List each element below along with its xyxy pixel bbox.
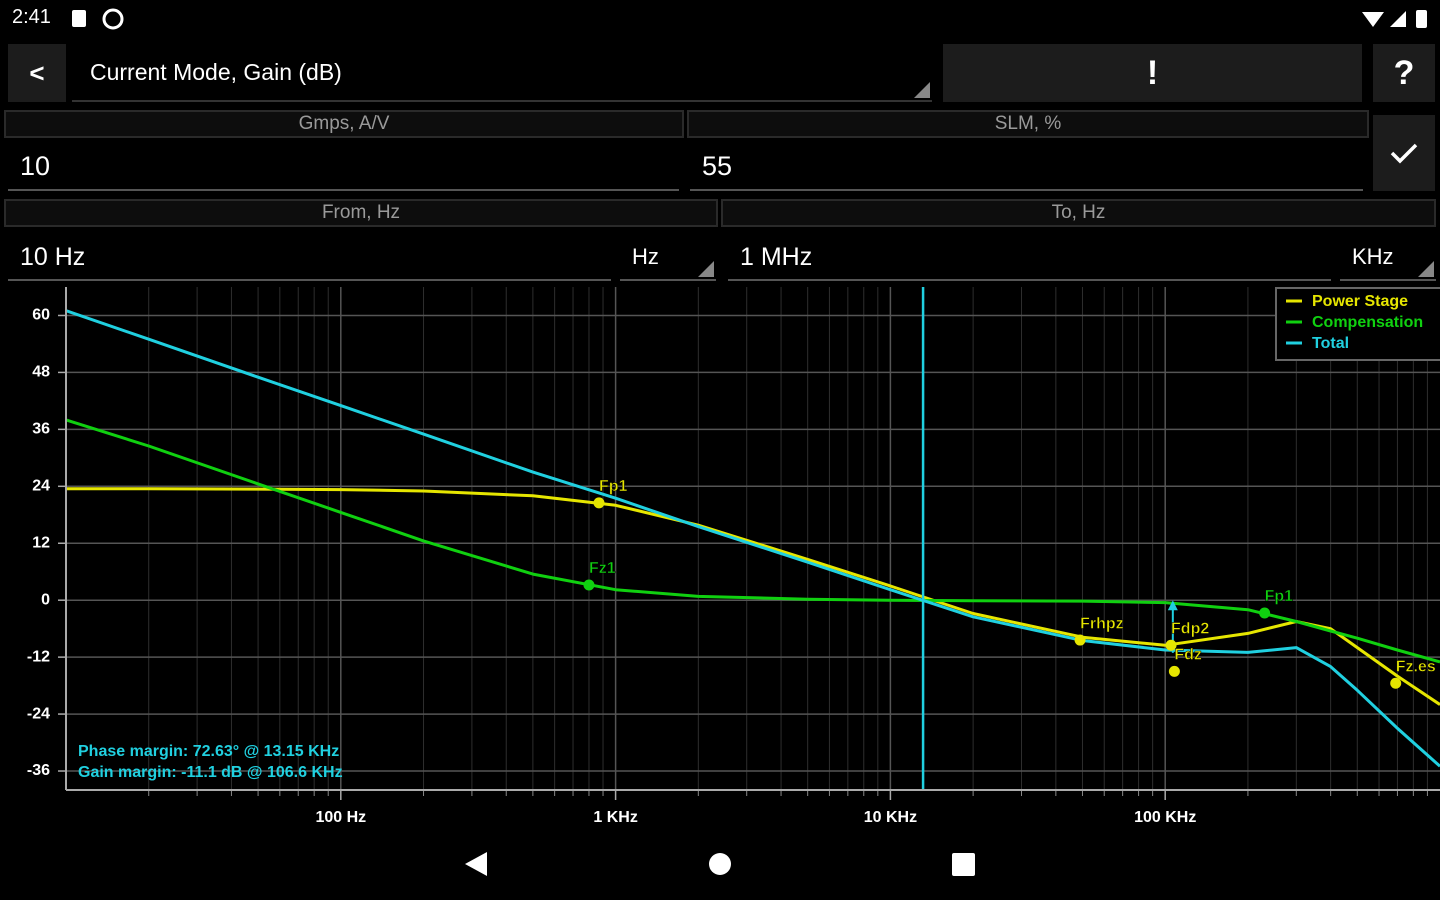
- field-label: From, Hz: [4, 199, 718, 227]
- status-icons: [72, 8, 124, 30]
- field-input[interactable]: 1 MHz: [728, 235, 1331, 281]
- y-tick-label: -24: [27, 705, 50, 722]
- y-tick-label: -12: [27, 648, 50, 665]
- marker-label: Fdz: [1174, 647, 1202, 664]
- field-input[interactable]: 10 Hz: [8, 235, 611, 281]
- nav-bar: [465, 852, 975, 876]
- alert-button[interactable]: !: [943, 44, 1362, 102]
- series-line: [66, 487, 1440, 706]
- help-button[interactable]: ?: [1373, 44, 1435, 102]
- y-tick-label: 0: [41, 591, 50, 608]
- x-tick-label: 100 Hz: [315, 809, 366, 826]
- margin-annotation: Gain margin: -11.1 dB @ 106.6 KHz: [78, 764, 343, 781]
- marker-label: Fz.es: [1396, 658, 1436, 675]
- back-button[interactable]: <: [8, 44, 66, 102]
- marker: [583, 579, 595, 591]
- x-tick-label: 1 KHz: [593, 809, 637, 826]
- y-tick-label: 48: [32, 364, 50, 381]
- marker: [593, 497, 605, 509]
- legend-box: [1275, 287, 1440, 361]
- marker: [1165, 639, 1177, 651]
- y-tick-label: -36: [27, 762, 50, 779]
- marker-label: Fdp2: [1171, 620, 1209, 637]
- y-tick-label: 60: [32, 307, 50, 324]
- legend-label: Power Stage: [1312, 293, 1408, 310]
- unit-text: KHz: [1352, 244, 1394, 269]
- field-label: SLM, %: [687, 110, 1369, 138]
- legend-label: Total: [1312, 335, 1349, 352]
- check-icon: [1390, 143, 1418, 164]
- plot-area: Fp1 Fz1 Frhpz Fdp2 Fdz Fp1 Fz.es: [66, 287, 1440, 790]
- y-tick-label: 12: [32, 534, 50, 551]
- nav-home[interactable]: [709, 853, 731, 875]
- x-tick-label: 10 KHz: [864, 809, 917, 826]
- marker-label: Frhpz: [1080, 615, 1124, 632]
- margin-annotation: Phase margin: 72.63° @ 13.15 KHz: [78, 743, 339, 760]
- field-label: To, Hz: [721, 199, 1436, 227]
- mode-title: Current Mode, Gain (dB): [90, 58, 342, 85]
- x-tick-label: 100 KHz: [1134, 809, 1196, 826]
- marker: [1259, 607, 1271, 619]
- legend-label: Compensation: [1312, 314, 1423, 331]
- gain-margin-arrowhead: [1167, 600, 1178, 611]
- apply-button[interactable]: [1373, 115, 1435, 191]
- marker-label: Fz1: [589, 560, 616, 577]
- field-input[interactable]: 55: [690, 143, 1363, 191]
- unit-select[interactable]: KHz: [1340, 235, 1436, 281]
- series-line: [66, 418, 1440, 664]
- status-right-icons: [1362, 10, 1427, 28]
- status-time: 2:41: [12, 6, 51, 28]
- field-input[interactable]: 10: [8, 143, 679, 191]
- marker: [1074, 634, 1086, 646]
- mode-select[interactable]: Current Mode, Gain (dB): [72, 44, 932, 102]
- nav-back[interactable]: [465, 852, 487, 876]
- marker: [1390, 677, 1402, 689]
- series-line: [66, 309, 1440, 768]
- marker-label: Fp1: [599, 478, 628, 495]
- y-tick-label: 36: [32, 421, 50, 438]
- unit-text: Hz: [632, 244, 659, 269]
- marker: [1168, 665, 1180, 677]
- marker-label: Fp1: [1265, 588, 1294, 605]
- unit-select[interactable]: Hz: [620, 235, 716, 281]
- nav-recents[interactable]: [952, 853, 975, 876]
- y-tick-label: 24: [32, 478, 50, 495]
- field-label: Gmps, A/V: [4, 110, 684, 138]
